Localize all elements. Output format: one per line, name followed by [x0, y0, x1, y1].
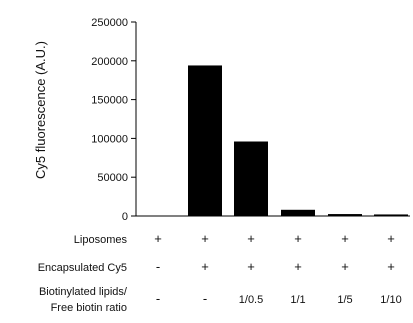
y-tick-label: 0 — [122, 211, 128, 223]
axes — [135, 22, 410, 217]
condition-value: + — [341, 259, 349, 274]
bars — [188, 65, 408, 217]
bar — [234, 141, 268, 216]
condition-value: - — [156, 259, 160, 274]
y-tick-label: 250000 — [91, 17, 128, 29]
bar — [281, 209, 315, 216]
condition-value: + — [387, 259, 395, 274]
y-tick-label: 100000 — [91, 133, 128, 145]
condition-value: - — [203, 291, 207, 306]
y-axis-label: Cy5 fluorescence (A.U.) — [33, 41, 48, 179]
y-tick-label: 50000 — [97, 172, 128, 184]
bar — [188, 65, 222, 217]
condition-row-label: Free biotin ratio — [51, 302, 127, 314]
condition-value: + — [201, 231, 209, 246]
condition-row-label: Liposomes — [74, 234, 128, 246]
condition-value: + — [341, 231, 349, 246]
condition-value: + — [247, 259, 255, 274]
condition-value: + — [294, 231, 302, 246]
condition-value: + — [387, 231, 395, 246]
condition-value: + — [247, 231, 255, 246]
condition-value: + — [294, 259, 302, 274]
condition-value: + — [201, 259, 209, 274]
condition-row-label: Biotinylated lipids/ — [39, 286, 128, 298]
y-ticks: 0 50000 100000 150000 200000 250000 — [91, 17, 136, 223]
bar — [328, 214, 362, 216]
y-tick-label: 200000 — [91, 56, 128, 68]
condition-value: + — [154, 231, 162, 246]
y-tick-label: 150000 — [91, 95, 128, 107]
condition-value: 1/5 — [337, 294, 352, 306]
condition-row-label: Encapsulated Cy5 — [38, 262, 127, 274]
condition-table: Liposomes + + + + + + Encapsulated Cy5 - + + + + + Bio… — [38, 231, 402, 314]
condition-value: 1/1 — [290, 294, 305, 306]
condition-value: 1/10 — [380, 294, 401, 306]
condition-value: - — [156, 291, 160, 306]
condition-value: 1/0.5 — [239, 294, 263, 306]
bar — [374, 214, 408, 216]
